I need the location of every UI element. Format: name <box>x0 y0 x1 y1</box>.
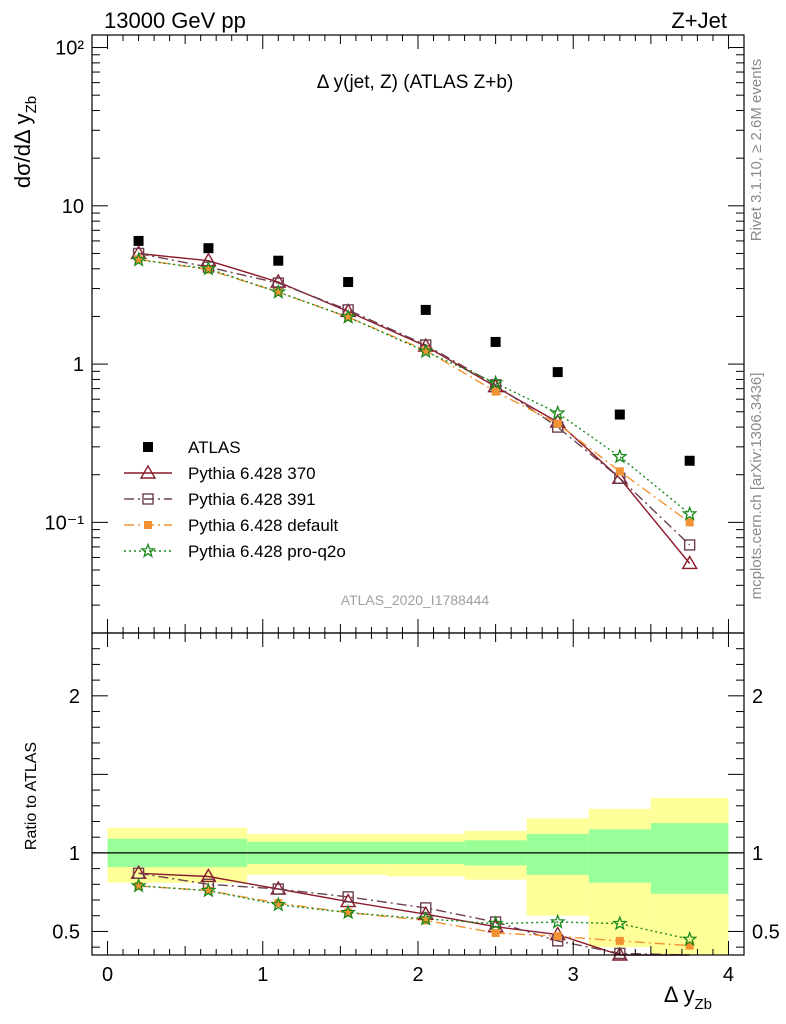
data-point-top-0 <box>614 409 625 420</box>
data-point-ratio-3 <box>270 896 287 912</box>
data-point-top-3 <box>344 313 353 322</box>
data-point-ratio-3 <box>417 910 434 926</box>
data-point-ratio-1 <box>614 947 626 960</box>
data-point-top-0 <box>490 336 501 347</box>
data-point-ratio-3 <box>200 882 217 898</box>
data-point-top-4 <box>549 404 566 420</box>
data-point-ratio-3 <box>487 915 504 931</box>
data-point-ratio-0 <box>200 868 217 883</box>
analysis-watermark: ATLAS_2020_I1788444 <box>341 592 490 608</box>
data-point-ratio-3 <box>340 904 357 920</box>
y-tick-label-ratio-left: 1 <box>69 843 80 865</box>
x-axis-label-main: Δ y <box>664 982 695 1007</box>
data-point-top-4 <box>681 505 698 521</box>
legend-marker-2 <box>142 493 154 505</box>
y-tick-label-ratio-left: 0.5 <box>52 921 80 943</box>
legend-marker-4 <box>140 542 156 558</box>
legend-label-0: ATLAS <box>188 438 241 457</box>
x-tick-label: 3 <box>568 964 579 986</box>
y-axis-label-sub: Zb <box>23 96 40 114</box>
x-tick-label: 2 <box>412 964 423 986</box>
data-point-ratio-3 <box>130 877 147 893</box>
header-right: Z+Jet <box>671 8 727 33</box>
data-point-top-4 <box>611 448 628 464</box>
data-point-ratio-2 <box>274 899 283 908</box>
data-point-top-3 <box>685 518 694 527</box>
data-point-top-2 <box>272 277 284 289</box>
legend-label-4: Pythia 6.428 pro-q2o <box>188 542 346 561</box>
data-point-ratio-2 <box>134 881 143 890</box>
mcplots-label: mcplots.cern.ch [arXiv:1306.3436] <box>748 373 765 600</box>
data-point-top-4 <box>417 343 434 359</box>
data-point-top-4 <box>487 374 504 390</box>
data-point-ratio-1 <box>342 891 354 903</box>
data-point-ratio-0 <box>611 946 629 961</box>
y-tick-label-top: 10⁻¹ <box>45 512 85 534</box>
data-point-top-3 <box>491 387 500 396</box>
header-left: 13000 GeV pp <box>104 8 246 33</box>
data-point-ratio-2 <box>204 886 213 895</box>
legend-marker-0 <box>143 442 153 452</box>
y-tick-label-top: 1 <box>73 354 84 376</box>
x-axis-label-sub: Zb <box>694 996 712 1013</box>
data-point-ratio-3 <box>549 913 566 929</box>
legend-label-1: Pythia 6.428 370 <box>188 464 316 483</box>
data-point-top-0 <box>273 255 284 266</box>
data-point-top-4 <box>200 260 217 276</box>
data-point-top-4 <box>270 283 287 299</box>
data-point-top-0 <box>684 455 695 466</box>
y-tick-label-ratio-left: 2 <box>69 686 80 708</box>
data-point-top-4 <box>130 251 147 267</box>
data-point-top-4 <box>340 308 357 324</box>
y-tick-label-ratio-right: 2 <box>752 686 763 708</box>
data-point-ratio-2 <box>421 916 430 925</box>
data-point-ratio-1 <box>272 883 284 895</box>
y-tick-label-top: 10 <box>62 196 84 218</box>
rivet-label: Rivet 3.1.10, ≥ 2.6M events <box>748 59 765 242</box>
band-inner-6 <box>650 823 729 894</box>
legend-label-2: Pythia 6.428 391 <box>188 490 316 509</box>
data-point-top-0 <box>203 243 214 254</box>
x-tick-label: 4 <box>723 964 734 986</box>
x-axis-label: Δ yZb <box>664 982 712 1013</box>
legend-marker-3 <box>144 521 152 529</box>
data-point-ratio-3 <box>681 930 698 947</box>
data-point-ratio-2 <box>685 941 694 950</box>
y-axis-label-main: dσ/dΔ y <box>10 113 35 188</box>
data-point-top-3 <box>204 265 213 274</box>
band-inner-4 <box>526 834 589 875</box>
legend-label-3: Pythia 6.428 default <box>188 516 339 535</box>
plot-title: Δ y(jet, Z) (ATLAS Z+b) <box>317 72 514 93</box>
data-point-top-3 <box>274 288 283 297</box>
data-point-top-1 <box>681 555 698 570</box>
y-tick-label-ratio-right: 0.5 <box>752 921 780 943</box>
y-axis-label-top: dσ/dΔ yZb <box>10 96 40 188</box>
data-point-top-3 <box>553 419 562 428</box>
data-point-top-3 <box>134 255 143 264</box>
legend: ATLAS Pythia 6.428 370 Pythia 6.428 391 Pyt… <box>124 438 346 561</box>
band-inner-5 <box>588 829 651 883</box>
y-tick-label-top: 10² <box>55 38 84 60</box>
data-point-ratio-2 <box>344 908 353 917</box>
data-point-top-2 <box>683 539 696 551</box>
data-point-top-0 <box>420 304 431 315</box>
data-point-top-0 <box>133 235 144 246</box>
data-point-ratio-2 <box>615 936 624 945</box>
data-point-top-0 <box>343 277 354 288</box>
data-point-ratio-3 <box>611 915 628 931</box>
data-point-top-3 <box>615 467 624 476</box>
data-point-ratio-2 <box>553 932 562 941</box>
data-point-top-3 <box>421 346 430 355</box>
y-tick-label-ratio-right: 1 <box>752 843 763 865</box>
data-point-ratio-2 <box>491 929 500 938</box>
y-axis-label-ratio: Ratio to ATLAS <box>23 742 40 850</box>
data-point-top-0 <box>552 367 563 378</box>
x-tick-label: 0 <box>102 964 113 986</box>
x-tick-label: 1 <box>257 964 268 986</box>
legend-marker-1 <box>139 464 157 479</box>
